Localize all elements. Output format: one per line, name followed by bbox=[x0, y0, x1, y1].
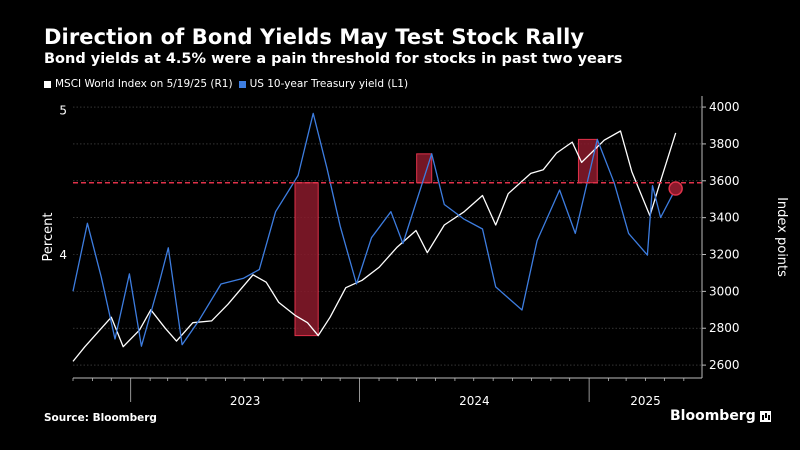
right-tick-label: 2600 bbox=[709, 358, 740, 372]
left-axis-title: Percent bbox=[41, 213, 56, 262]
left-tick-label: 5 bbox=[59, 103, 67, 117]
brand-chart-icon bbox=[759, 410, 771, 422]
series-line-yield bbox=[72, 112, 677, 347]
right-tick-label: 3000 bbox=[709, 284, 740, 298]
left-tick-label: 4 bbox=[59, 248, 67, 262]
right-tick-label: 3800 bbox=[709, 137, 740, 151]
legend-item-yield: US 10-year Treasury yield (L1) bbox=[238, 78, 409, 90]
legend-label-msci: MSCI World Index on 5/19/25 (R1) bbox=[55, 78, 233, 90]
highlight-box bbox=[294, 182, 319, 337]
right-tick-label: 3600 bbox=[709, 174, 740, 188]
chart-title: Direction of Bond Yields May Test Stock … bbox=[44, 25, 585, 49]
right-tick-label: 4000 bbox=[709, 100, 740, 114]
legend-swatch-msci bbox=[44, 80, 51, 88]
legend-swatch-yield bbox=[238, 80, 246, 88]
series-line-msci bbox=[72, 130, 677, 362]
right-tick-label: 3200 bbox=[709, 248, 740, 262]
right-tick-label: 2800 bbox=[709, 321, 740, 335]
legend-item-msci: MSCI World Index on 5/19/25 (R1) bbox=[44, 78, 233, 90]
chart-subtitle: Bond yields at 4.5% were a pain threshol… bbox=[44, 51, 623, 67]
legend: MSCI World Index on 5/19/25 (R1) US 10-y… bbox=[44, 78, 414, 90]
right-axis-title: Index points bbox=[774, 197, 789, 277]
latest-yield-marker bbox=[668, 181, 683, 196]
brand-name: Bloomberg bbox=[670, 408, 756, 424]
source-note: Source: Bloomberg bbox=[44, 412, 157, 424]
x-tick-label: 2024 bbox=[459, 394, 490, 408]
highlight-box bbox=[416, 153, 433, 184]
brand-logo: Bloomberg bbox=[670, 408, 771, 424]
x-tick-label: 2023 bbox=[230, 394, 261, 408]
x-tick-label: 2025 bbox=[630, 394, 661, 408]
legend-label-yield: US 10-year Treasury yield (L1) bbox=[249, 78, 409, 90]
right-tick-label: 3400 bbox=[709, 211, 740, 225]
